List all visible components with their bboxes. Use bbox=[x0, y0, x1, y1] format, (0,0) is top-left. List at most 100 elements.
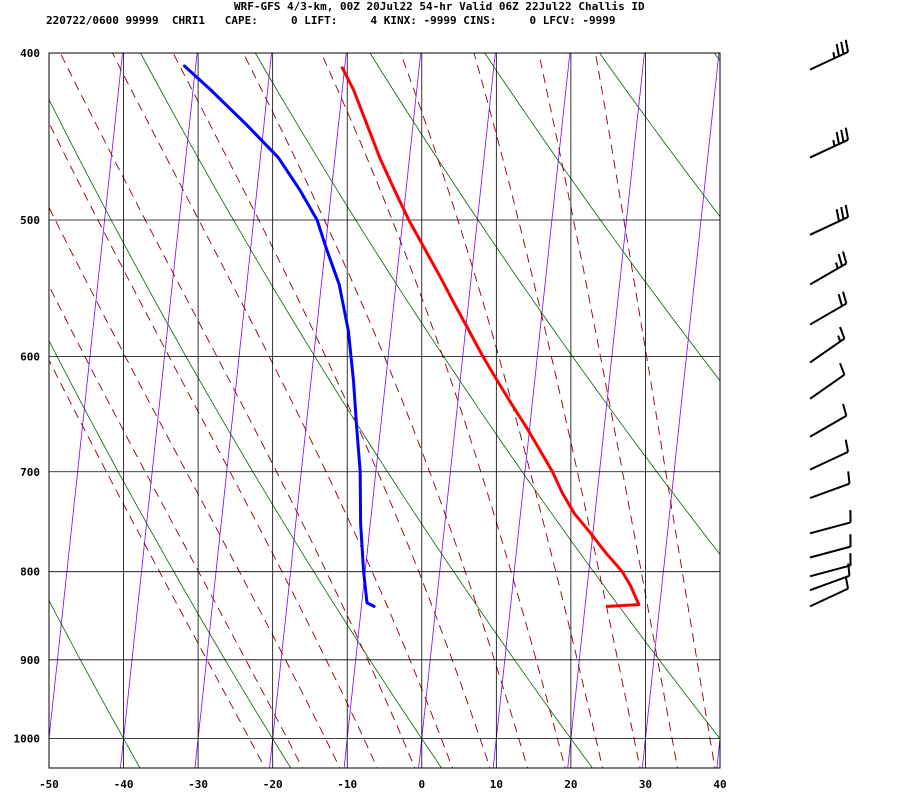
dry-adiabat-line bbox=[713, 53, 720, 62]
x-tick-label: -20 bbox=[263, 778, 283, 791]
moist-adiabat-line bbox=[49, 284, 303, 768]
wind-barb bbox=[809, 439, 850, 471]
wind-barb-staff bbox=[809, 545, 851, 559]
wind-barb-staff bbox=[809, 373, 845, 400]
wind-barb-feather bbox=[835, 131, 840, 145]
temperature-trace bbox=[340, 66, 641, 608]
grid-lines bbox=[49, 52, 720, 768]
moist-adiabat-line bbox=[473, 53, 641, 768]
y-tick-label: 800 bbox=[20, 566, 40, 579]
wind-barb-feather bbox=[837, 293, 844, 307]
x-tick-label: 30 bbox=[639, 778, 652, 791]
dry-adiabat-line bbox=[49, 599, 141, 768]
wind-barb-feather bbox=[840, 129, 845, 143]
moist-adiabat-line bbox=[172, 53, 491, 768]
x-tick-label: 0 bbox=[418, 778, 425, 791]
dry-adiabat-line bbox=[49, 339, 292, 768]
dry-adiabat-line bbox=[369, 53, 720, 556]
dry-adiabat-line bbox=[599, 53, 720, 218]
wind-barb-staff bbox=[809, 302, 847, 326]
wind-barb-staff bbox=[809, 337, 845, 364]
axis-tick-labels: -50 -40 -30 -20 -10 0 10 20 30 40 400 500 600 700 800 9… bbox=[14, 47, 727, 791]
y-tick-label: 1000 bbox=[14, 733, 41, 746]
isotherm-line bbox=[716, 734, 720, 768]
wind-barb-feather bbox=[847, 471, 851, 484]
wind-barb-feather bbox=[844, 439, 850, 453]
moist-adiabat-line bbox=[59, 53, 416, 768]
moist-adiabat-line bbox=[49, 359, 266, 768]
x-tick-label: 40 bbox=[713, 778, 726, 791]
wind-barb-staff bbox=[809, 521, 851, 535]
sounding-indices: 220722/0600 99999 CHRI1 CAPE: 0 LIFT: 4 … bbox=[46, 14, 616, 27]
wind-barb bbox=[809, 362, 846, 400]
x-tick-label: 10 bbox=[490, 778, 503, 791]
sounding-traces bbox=[183, 64, 641, 608]
wind-barb-half-feather bbox=[832, 51, 836, 59]
y-tick-label: 600 bbox=[20, 350, 40, 363]
wind-barb-staff bbox=[809, 587, 849, 608]
x-tick-label: -10 bbox=[337, 778, 357, 791]
isotherm-line bbox=[194, 53, 273, 768]
isotherm-line bbox=[49, 53, 123, 743]
isotherm-line bbox=[0, 15, 52, 783]
wind-barb bbox=[809, 127, 850, 159]
wind-barb bbox=[809, 326, 846, 364]
wind-barb-feather bbox=[839, 326, 846, 339]
moist-adiabat-line bbox=[400, 53, 604, 768]
chart-title: WRF-GFS 4/3-km, 00Z 20Jul22 54-hr Valid … bbox=[234, 0, 645, 13]
wind-barb bbox=[809, 563, 851, 592]
wind-barb-feather bbox=[840, 206, 845, 220]
y-tick-label: 400 bbox=[20, 47, 40, 60]
wind-barb-staff bbox=[809, 450, 849, 471]
wind-barb-feather bbox=[837, 253, 844, 267]
wind-barb-feather bbox=[844, 204, 850, 218]
wind-barb-feather bbox=[840, 41, 845, 55]
dry-adiabat-line bbox=[254, 53, 720, 740]
moist-adiabat-line bbox=[49, 206, 341, 768]
dry-adiabat-line bbox=[799, 15, 900, 783]
wind-barb-feather bbox=[839, 362, 846, 376]
y-tick-label: 700 bbox=[20, 466, 40, 479]
wind-barb bbox=[809, 534, 852, 559]
dry-adiabat-line bbox=[49, 98, 443, 768]
wind-barb-feather bbox=[835, 43, 840, 57]
moist-adiabat-line bbox=[111, 53, 453, 768]
dewpoint-trace bbox=[183, 64, 376, 608]
wind-barb-feather bbox=[835, 208, 840, 222]
isotherm-line bbox=[864, 15, 900, 783]
moist-adiabat-line bbox=[49, 121, 378, 768]
plot-frame bbox=[48, 52, 721, 769]
isotherm-line bbox=[641, 53, 720, 768]
wind-barb-half-feather bbox=[832, 139, 836, 147]
wind-barb-feather bbox=[844, 127, 850, 141]
wind-barb-staff bbox=[809, 50, 849, 71]
isotherm-line bbox=[790, 15, 872, 783]
x-tick-label: 20 bbox=[564, 778, 577, 791]
wind-barb bbox=[809, 576, 850, 608]
moist-adiabat-line bbox=[242, 53, 529, 768]
moist-adiabat-line bbox=[595, 53, 716, 768]
wind-barb bbox=[809, 553, 852, 578]
wind-barb bbox=[809, 39, 850, 71]
thermo-background bbox=[0, 15, 900, 783]
wind-barb-staff bbox=[809, 216, 849, 236]
wind-barb bbox=[809, 204, 850, 236]
x-tick-label: -40 bbox=[114, 778, 134, 791]
wind-barb-staff bbox=[809, 574, 850, 592]
x-tick-label: -30 bbox=[188, 778, 208, 791]
wind-barb-half-feather bbox=[835, 262, 839, 269]
x-tick-label: -50 bbox=[39, 778, 59, 791]
wind-barb-feather bbox=[844, 576, 850, 589]
isotherm-line bbox=[119, 53, 198, 768]
isotherm-line bbox=[418, 53, 496, 768]
isotherm-line bbox=[269, 53, 347, 768]
y-tick-label: 900 bbox=[20, 654, 40, 667]
moist-adiabat-line bbox=[320, 53, 566, 768]
wind-barb-feather bbox=[842, 403, 848, 417]
wind-barb-feather bbox=[847, 563, 851, 576]
y-tick-label: 500 bbox=[20, 214, 40, 227]
dry-adiabat-line bbox=[484, 53, 720, 382]
wind-barb-staff bbox=[809, 262, 847, 286]
wind-barbs bbox=[809, 39, 852, 608]
